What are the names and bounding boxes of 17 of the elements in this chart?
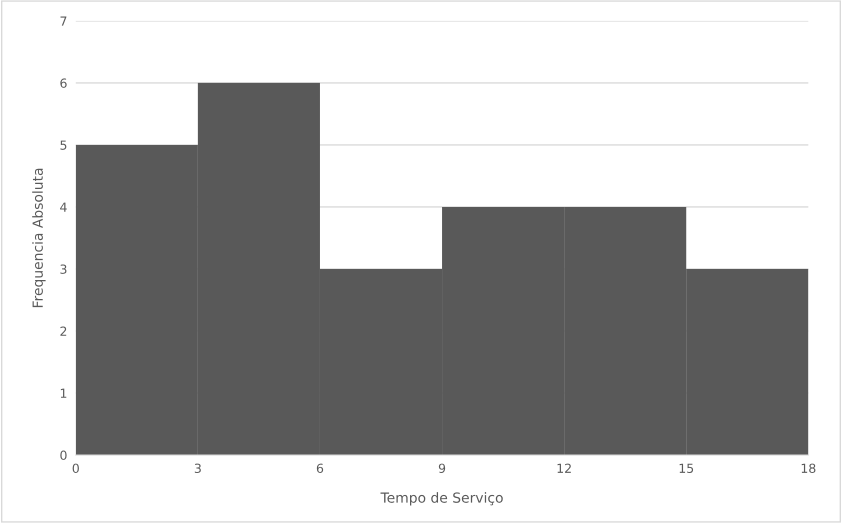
y-axis-title: Frequencia Absoluta bbox=[32, 168, 46, 308]
x-tick-label: 18 bbox=[802, 464, 816, 474]
y-tick-label: 5 bbox=[60, 140, 66, 150]
y-tick-label: 4 bbox=[60, 202, 67, 212]
y-tick-label: 0 bbox=[60, 450, 67, 460]
x-tick-label: 9 bbox=[438, 464, 446, 474]
y-tick-label: 1 bbox=[60, 388, 66, 398]
y-tick-label: 6 bbox=[60, 78, 67, 88]
x-tick-label: 3 bbox=[194, 464, 201, 474]
x-axis-title: Tempo de Serviço bbox=[380, 492, 503, 506]
y-tick-label: 2 bbox=[60, 326, 66, 336]
y-tick-label: 3 bbox=[60, 264, 66, 274]
x-tick-label: 0 bbox=[72, 464, 79, 474]
x-tick-label: 6 bbox=[316, 464, 324, 474]
x-tick-label: 12 bbox=[558, 464, 571, 473]
x-tick-label: 15 bbox=[680, 464, 694, 474]
y-tick-label: 7 bbox=[60, 16, 66, 26]
